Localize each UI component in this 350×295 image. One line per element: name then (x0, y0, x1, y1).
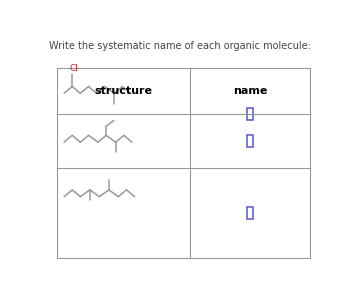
Text: Cl: Cl (70, 64, 78, 73)
Text: structure: structure (95, 86, 153, 96)
Text: Write the systematic name of each organic molecule:: Write the systematic name of each organi… (49, 41, 311, 51)
Bar (247, 135, 253, 147)
Bar (247, 207, 253, 219)
Bar (247, 107, 253, 120)
Text: name: name (233, 86, 267, 96)
